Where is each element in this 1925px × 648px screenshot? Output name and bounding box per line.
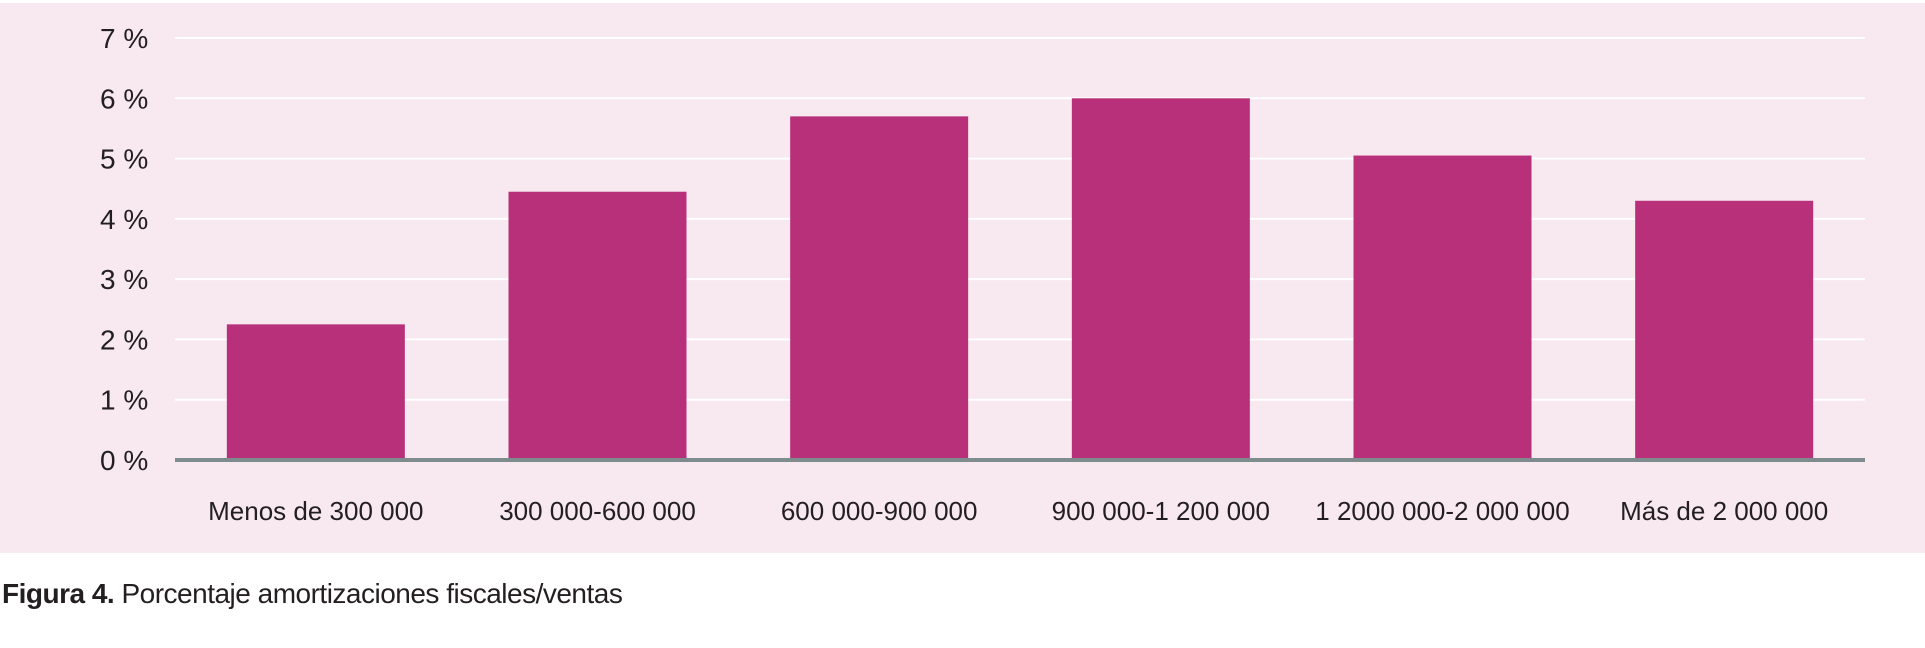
y-tick-label: 2 % bbox=[100, 324, 148, 355]
x-category-label: 900 000-1 200 000 bbox=[1052, 496, 1270, 526]
bar bbox=[1353, 155, 1532, 461]
y-tick-label: 0 % bbox=[100, 445, 148, 476]
x-category-label: 1 2000 000-2 000 000 bbox=[1315, 496, 1569, 526]
y-axis: 0 % 1 % 2 % 3 % 4 % 5 % 6 % 7 % bbox=[100, 23, 1865, 476]
x-category-label: Más de 2 000 000 bbox=[1620, 496, 1828, 526]
bar bbox=[1071, 98, 1250, 461]
y-tick-label: 4 % bbox=[100, 204, 148, 235]
bar bbox=[226, 324, 405, 460]
y-tick-label: 7 % bbox=[100, 23, 148, 54]
x-axis: Menos de 300 000 300 000-600 000 600 000-9… bbox=[208, 496, 1828, 526]
y-tick-label: 1 % bbox=[100, 385, 148, 416]
y-tick-label: 5 % bbox=[100, 144, 148, 175]
y-tick-label: 6 % bbox=[100, 83, 148, 114]
figure-caption-label: Figura 4. bbox=[2, 578, 115, 609]
bars bbox=[226, 98, 1814, 461]
figure-caption: Figura 4. Porcentaje amortizaciones fisc… bbox=[2, 578, 623, 610]
bar bbox=[790, 116, 969, 460]
x-category-label: 300 000-600 000 bbox=[499, 496, 696, 526]
bar bbox=[1635, 200, 1814, 460]
bar bbox=[508, 191, 687, 460]
gridlines bbox=[175, 37, 1865, 401]
y-tick-label: 3 % bbox=[100, 264, 148, 295]
x-category-label: Menos de 300 000 bbox=[208, 496, 423, 526]
chart-panel: 0 % 1 % 2 % 3 % 4 % 5 % 6 % 7 % Menos de 300 00… bbox=[0, 3, 1925, 553]
bar-chart: 0 % 1 % 2 % 3 % 4 % 5 % 6 % 7 % Menos de 300 00… bbox=[100, 23, 1865, 526]
figure-caption-text: Porcentaje amortizaciones fiscales/venta… bbox=[121, 578, 623, 609]
x-category-label: 600 000-900 000 bbox=[781, 496, 978, 526]
